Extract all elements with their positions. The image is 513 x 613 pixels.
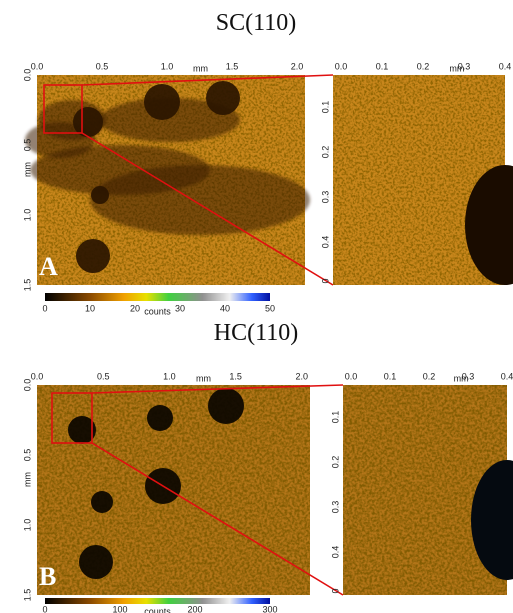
y-tick-label: 0.5	[22, 449, 32, 462]
zoom-y-tick-label: 0.1	[330, 411, 340, 424]
pit	[147, 405, 173, 431]
colorbar-tick-label: 10	[85, 303, 95, 313]
x-tick-label: 0.0	[31, 61, 44, 71]
zoom-x-tick-label: 0.1	[384, 371, 397, 381]
zoom-box	[51, 392, 93, 444]
x-tick-label: 1.0	[161, 61, 174, 71]
x-tick-label: 2.0	[296, 371, 309, 381]
zoom-line	[91, 384, 344, 394]
pit	[68, 416, 96, 444]
y-tick-label: 1.0	[22, 519, 32, 532]
colorbar-tick-label: 20	[130, 303, 140, 313]
colorbar-tick-label: 0	[42, 303, 47, 313]
dark-region	[90, 165, 310, 235]
colorbar	[45, 598, 270, 604]
x-tick-label: 1.5	[229, 371, 242, 381]
zoom-y-tick-label: 0.4	[330, 546, 340, 559]
colorbar-tick-label: 40	[220, 303, 230, 313]
zoom-x-tick-label: 0.3	[458, 61, 471, 71]
pit	[91, 186, 109, 204]
zoom-y-tick-label: 0.3	[320, 191, 330, 204]
pit	[144, 84, 180, 120]
x-tick-label: 1.5	[226, 61, 239, 71]
colorbar-tick-label: 100	[112, 604, 127, 613]
zoom-pit	[465, 165, 513, 285]
colorbar-unit: counts	[144, 306, 171, 316]
y-axis-unit: mm	[22, 472, 32, 487]
zoom-x-tick-label: 0.3	[462, 371, 475, 381]
colorbar-tick-label: 300	[262, 604, 277, 613]
zoom-line	[81, 74, 334, 86]
y-tick-label: 0.0	[22, 379, 32, 392]
panel-title: HC(110)	[214, 320, 298, 346]
pit	[76, 239, 110, 273]
zoom-x-tick-label: 0.1	[376, 61, 389, 71]
x-tick-label: 0.0	[31, 371, 44, 381]
y-tick-label: 1.5	[22, 589, 32, 602]
pit	[73, 107, 103, 137]
zoom-y-tick-label: 0	[330, 588, 340, 593]
pit	[91, 491, 113, 513]
zoom-line	[91, 442, 344, 596]
zoom-x-tick-label: 0.0	[335, 61, 348, 71]
pit	[206, 81, 240, 115]
panel-title: SC(110)	[216, 10, 296, 36]
zoom-y-tick-label: 0.1	[320, 101, 330, 114]
zoom-x-tick-label: 0.0	[345, 371, 358, 381]
y-tick-label: 0.0	[22, 69, 32, 82]
dark-region	[100, 98, 240, 142]
colorbar-tick-label: 50	[265, 303, 275, 313]
colorbar-unit: counts	[144, 606, 171, 613]
zoom-y-tick-label: 0.4	[320, 236, 330, 249]
colorbar-tick-label: 200	[187, 604, 202, 613]
pit	[208, 388, 244, 424]
y-axis-unit: mm	[22, 162, 32, 177]
x-tick-label: 1.0	[163, 371, 176, 381]
zoom-y-tick-label: 0	[320, 278, 330, 283]
zoom-x-tick-label: 0.4	[501, 371, 513, 381]
zoom-x-tick-label: 0.2	[423, 371, 436, 381]
zoom-line	[81, 132, 334, 286]
pit	[79, 545, 113, 579]
y-tick-label: 1.0	[22, 209, 32, 222]
zoom-x-axis-unit: mm	[454, 373, 469, 383]
zoom-x-tick-label: 0.4	[499, 61, 512, 71]
zoom-y-tick-label: 0.3	[330, 501, 340, 514]
colorbar	[45, 293, 270, 301]
x-axis-unit: mm	[196, 373, 211, 383]
zoom-x-tick-label: 0.2	[417, 61, 430, 71]
panel-label: B	[39, 562, 56, 591]
panel-label: A	[39, 252, 58, 281]
zoom-x-axis-unit: mm	[449, 63, 464, 73]
zoom-y-tick-label: 0.2	[330, 456, 340, 469]
x-tick-label: 2.0	[291, 61, 304, 71]
zoom-pit	[471, 460, 513, 580]
x-tick-label: 0.5	[97, 371, 110, 381]
colorbar-tick-label: 0	[42, 604, 47, 613]
zoom-y-tick-label: 0.2	[320, 146, 330, 159]
y-tick-label: 0.5	[22, 139, 32, 152]
x-axis-unit: mm	[193, 63, 208, 73]
zoom-box	[43, 84, 83, 134]
x-tick-label: 0.5	[96, 61, 109, 71]
y-tick-label: 1.5	[22, 279, 32, 292]
colorbar-tick-label: 30	[175, 303, 185, 313]
